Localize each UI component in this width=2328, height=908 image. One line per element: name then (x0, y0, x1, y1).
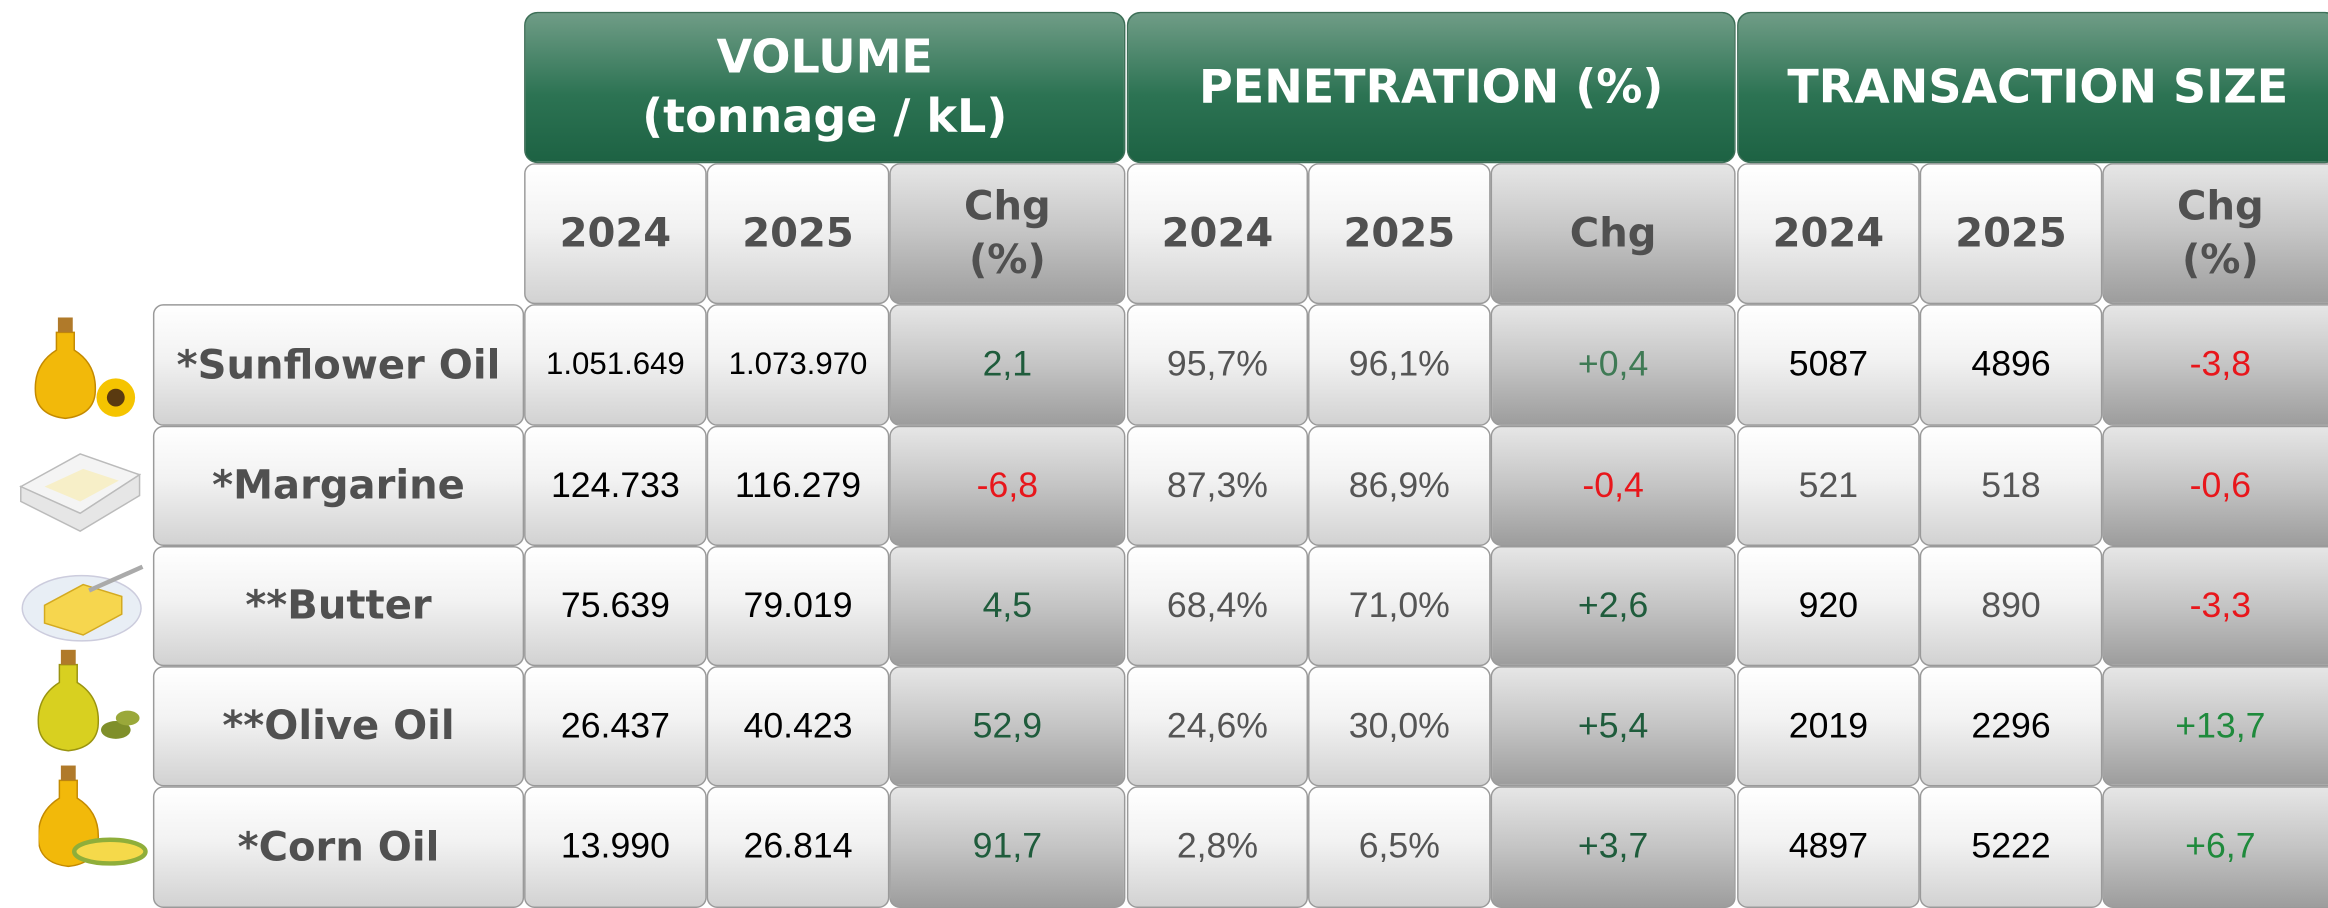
cell-value: 920 (1737, 545, 1920, 667)
cell-value: 26.814 (706, 786, 890, 908)
cell-value: 75.639 (524, 545, 707, 667)
cell-value: 521 (1737, 425, 1920, 546)
cell-value: 2296 (1919, 666, 2103, 787)
sunflower-oil-icon (34, 317, 136, 420)
row-label: **Olive Oil (152, 666, 525, 787)
cell-value: 890 (1919, 545, 2103, 667)
column-header: Chg (1490, 163, 1736, 305)
cell-value: 1.073.970 (706, 304, 890, 426)
cell-value: +6,7 (2102, 786, 2328, 908)
cell-value: -3,3 (2102, 545, 2328, 667)
cell-value: 1.051.649 (524, 304, 707, 426)
cell-value: +0,4 (1490, 304, 1736, 426)
cell-value: +13,7 (2102, 666, 2328, 787)
cell-value: 24,6% (1126, 666, 1309, 787)
cell-value: -0,4 (1490, 425, 1736, 546)
row-label: **Butter (152, 545, 525, 667)
column-header: 2025 (1308, 163, 1491, 305)
cell-value: 6,5% (1308, 786, 1491, 908)
column-header: 2025 (706, 163, 890, 305)
row-label: *Margarine (152, 425, 525, 546)
row-label: *Corn Oil (152, 786, 525, 908)
cell-value: 86,9% (1308, 425, 1491, 546)
column-header: 2024 (1737, 163, 1920, 305)
cell-value: 30,0% (1308, 666, 1491, 787)
corn-oil-icon (38, 765, 148, 868)
cell-value: 87,3% (1126, 425, 1309, 546)
cell-value: +2,6 (1490, 545, 1736, 667)
cell-value: +5,4 (1490, 666, 1736, 787)
group-header: PENETRATION (%) (1126, 11, 1736, 164)
cell-value: +3,7 (1490, 786, 1736, 908)
cell-value: 71,0% (1308, 545, 1491, 667)
olive-oil-icon (37, 649, 140, 752)
cell-value: 4897 (1737, 786, 1920, 908)
cell-value: 52,9 (889, 666, 1126, 787)
cell-value: 96,1% (1308, 304, 1491, 426)
column-header: 2025 (1919, 163, 2103, 305)
cell-value: 4,5 (889, 545, 1126, 667)
cell-value: 26.437 (524, 666, 707, 787)
cell-value: 95,7% (1126, 304, 1309, 426)
cell-value: 5087 (1737, 304, 1920, 426)
cell-value: 116.279 (706, 425, 890, 546)
cell-value: 5222 (1919, 786, 2103, 908)
column-header: Chg (%) (889, 163, 1126, 305)
column-header: 2024 (524, 163, 707, 305)
cell-value: 518 (1919, 425, 2103, 546)
cell-value: 91,7 (889, 786, 1126, 908)
group-header: VOLUME (tonnage / kL) (524, 11, 1126, 164)
cell-value: 68,4% (1126, 545, 1309, 667)
cell-value: 40.423 (706, 666, 890, 787)
cell-value: 13.990 (524, 786, 707, 908)
cell-value: 79.019 (706, 545, 890, 667)
column-header: 2024 (1126, 163, 1309, 305)
cell-value: 124.733 (524, 425, 707, 546)
butter-icon (21, 564, 144, 642)
group-header: TRANSACTION SIZE (1737, 11, 2328, 164)
column-header: Chg (%) (2102, 163, 2328, 305)
cell-value: -0,6 (2102, 425, 2328, 546)
cell-value: 2,8% (1126, 786, 1309, 908)
cell-value: 2019 (1737, 666, 1920, 787)
cell-value: 4896 (1919, 304, 2103, 426)
cell-value: -3,8 (2102, 304, 2328, 426)
row-label: *Sunflower Oil (152, 304, 525, 426)
margarine-icon (19, 453, 142, 532)
cell-value: 2,1 (889, 304, 1126, 426)
cell-value: -6,8 (889, 425, 1126, 546)
